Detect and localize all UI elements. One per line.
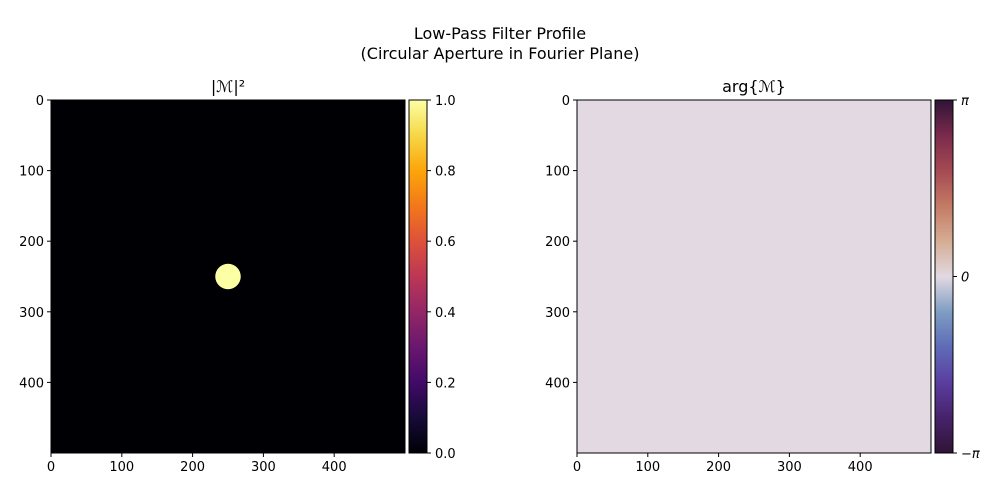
magnitude-colorbar-ticks: 0.0 0.2 0.4 0.6 0.8 1.0 <box>427 94 456 462</box>
phase-x-tick-label: 0 <box>573 460 581 475</box>
mag-colorbar-tick-label: 0.6 <box>435 235 456 250</box>
magnitude-axes-frame <box>50 99 406 454</box>
phase-x-tick-label: 100 <box>635 460 660 475</box>
phase-x-tick-label: 300 <box>777 460 802 475</box>
phase-y-tick-label: 100 <box>545 165 570 180</box>
phase-panel-title: arg{ℳ} <box>722 77 786 96</box>
phase-x-ticks: 0 100 200 300 400 <box>573 453 873 475</box>
phase-colorbar-tick-label: 0 <box>961 271 969 286</box>
phase-y-tick-label: 0 <box>562 94 570 109</box>
phase-y-tick-label: 400 <box>545 376 570 391</box>
mag-colorbar-tick-label: 0.2 <box>435 376 456 391</box>
phase-y-ticks: 0 100 200 300 400 <box>545 94 577 391</box>
magnitude-panel-title: |ℳ|² <box>211 77 245 96</box>
mag-y-tick-label: 0 <box>36 94 44 109</box>
phase-y-tick-label: 300 <box>545 306 570 321</box>
mag-x-tick-label: 0 <box>47 460 55 475</box>
magnitude-y-ticks: 0 100 200 300 400 <box>19 94 51 391</box>
mag-x-tick-label: 300 <box>251 460 276 475</box>
mag-colorbar-tick-label: 0.4 <box>435 306 456 321</box>
phase-panel: arg{ℳ} 0 100 200 300 400 0 100 200 300 400 −π 0 π <box>545 77 980 475</box>
phase-axes-frame <box>576 99 932 454</box>
phase-y-tick-label: 200 <box>545 235 570 250</box>
magnitude-colorbar <box>409 100 427 453</box>
mag-colorbar-tick-label: 0.8 <box>435 165 456 180</box>
mag-y-tick-label: 100 <box>19 165 44 180</box>
mag-y-tick-label: 400 <box>19 376 44 391</box>
phase-x-tick-label: 200 <box>706 460 731 475</box>
mag-x-tick-label: 400 <box>322 460 347 475</box>
figure-title-line1: Low-Pass Filter Profile <box>413 24 587 43</box>
phase-colorbar-tick-label: −π <box>961 447 980 462</box>
mag-x-tick-label: 100 <box>109 460 134 475</box>
figure-title-line2: (Circular Aperture in Fourier Plane) <box>360 44 640 63</box>
mag-y-tick-label: 300 <box>19 306 44 321</box>
magnitude-x-ticks: 0 100 200 300 400 <box>47 453 347 475</box>
phase-colorbar-tick-label: π <box>961 94 969 109</box>
phase-colorbar <box>935 100 953 453</box>
magnitude-aperture-circle <box>215 263 241 290</box>
mag-x-tick-label: 200 <box>180 460 205 475</box>
mag-y-tick-label: 200 <box>19 235 44 250</box>
phase-x-tick-label: 400 <box>848 460 873 475</box>
mag-colorbar-tick-label: 0.0 <box>435 447 456 462</box>
phase-image-fill <box>577 100 931 453</box>
phase-colorbar-ticks: −π 0 π <box>953 94 980 462</box>
mag-colorbar-tick-label: 1.0 <box>435 94 456 109</box>
magnitude-colorbar-frame <box>408 99 428 454</box>
